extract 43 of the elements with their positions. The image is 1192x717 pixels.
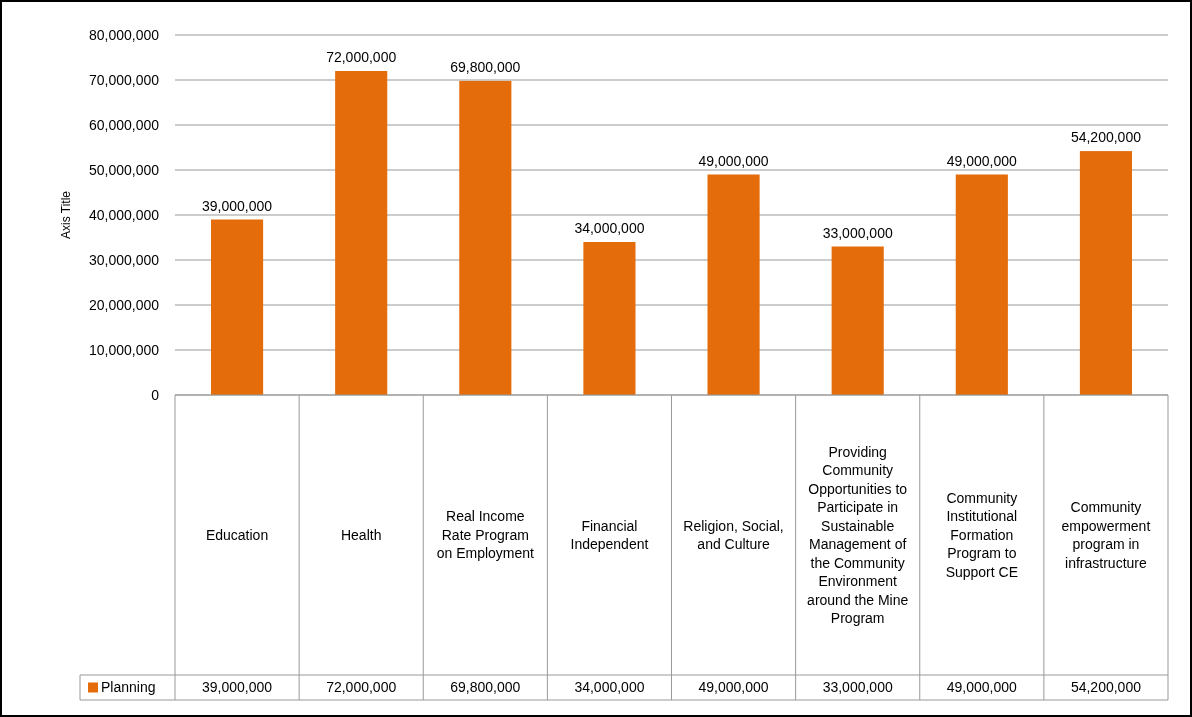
bar: [335, 71, 388, 395]
data-label: 39,000,000: [202, 679, 273, 696]
bar: [707, 174, 760, 395]
text: 33,000,000: [822, 224, 893, 241]
bar: [831, 246, 884, 395]
y-tick-label: 70,000,000: [88, 71, 160, 88]
x-tick-label: Community empowerment program in infrastructure: [1061, 499, 1151, 571]
y-tick-label: 60,000,000: [88, 116, 160, 133]
x-tick-label: Religion, Social, and Culture: [683, 517, 784, 553]
x-tick-label: Community Institutional Formation Program to Support CE: [945, 489, 1018, 580]
bar: [211, 219, 264, 395]
bar: [1079, 151, 1132, 395]
x-tick-label: Health: [340, 526, 382, 543]
x-tick-label: Education: [205, 526, 269, 543]
text: 49,000,000: [946, 152, 1017, 169]
legend-label: Planning: [101, 679, 156, 696]
bar: [955, 174, 1008, 395]
text: 49,000,000: [698, 152, 769, 169]
text: 72,000,000: [326, 49, 397, 65]
data-label: 49,000,000: [698, 679, 769, 696]
data-label: 54,200,000: [1070, 679, 1142, 696]
bar: [459, 80, 512, 395]
y-tick-label: 0: [151, 386, 160, 403]
y-tick-label: 30,000,000: [88, 251, 160, 268]
bar: [583, 242, 636, 395]
y-axis-title: Axis Title: [59, 190, 73, 240]
category-label: Providing Community Opportunities to Participate in Sustainable Management of the Community Environment around the Mine Program: [807, 443, 909, 627]
data-label: 72,000,000: [326, 679, 397, 696]
x-tick-label: Real Income Rate Program on Employment: [436, 508, 535, 562]
y-tick-label: 10,000,000: [88, 341, 160, 358]
data-label: 34,000,000: [574, 679, 645, 696]
text: 69,800,000: [450, 58, 521, 75]
text: 34,000,000: [574, 220, 645, 236]
y-tick-label: 80,000,000: [88, 26, 160, 43]
data-label: 33,000,000: [822, 679, 893, 696]
y-tick-label: 50,000,000: [88, 161, 160, 178]
data-label: 69,800,000: [450, 679, 521, 696]
data-label: 49,000,000: [946, 679, 1018, 696]
y-tick-label: 20,000,000: [88, 296, 160, 313]
text: 54,200,000: [1070, 129, 1141, 146]
x-tick-label: Financial Independent: [570, 517, 649, 553]
y-tick-label: 40,000,000: [88, 206, 160, 223]
text: 39,000,000: [202, 197, 273, 214]
